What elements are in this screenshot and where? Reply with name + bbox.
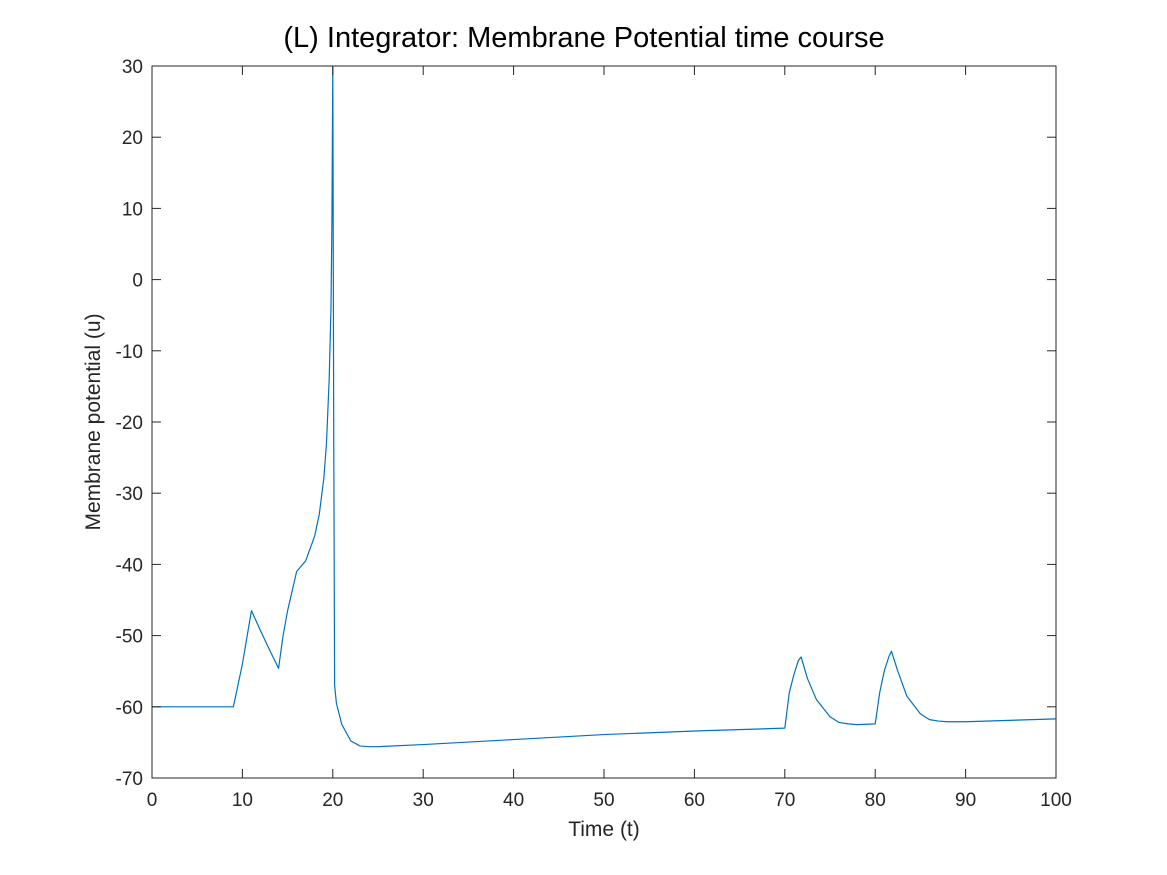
y-tick-label: 10 [122,199,143,220]
x-tick-label: 50 [593,790,614,811]
x-tick-label: 0 [147,790,158,811]
x-tick-label: 90 [955,790,976,811]
y-axis-ticks: -70 -60 -50 -40 -30 -20 -10 0 10 20 30 [116,57,1056,790]
y-tick-label: -70 [116,769,143,790]
y-tick-label: -60 [116,698,143,719]
y-tick-label: -20 [116,413,143,434]
x-tick-label: 10 [232,790,253,811]
y-tick-label: -30 [116,484,143,505]
x-tick-label: 40 [503,790,524,811]
x-tick-label: 30 [413,790,434,811]
y-axis-label: Membrane potential (u) [82,313,105,530]
x-tick-label: 80 [865,790,886,811]
y-tick-label: 30 [122,57,143,78]
x-tick-label: 20 [322,790,343,811]
chart-title: (L) Integrator: Membrane Potential time … [283,22,884,54]
x-tick-label: 70 [774,790,795,811]
x-axis-label: Time (t) [568,818,640,841]
y-tick-label: -10 [116,342,143,363]
x-axis-ticks: 0 10 20 30 40 50 60 70 80 90 100 [147,66,1072,811]
y-tick-label: -40 [116,555,143,576]
x-tick-label: 100 [1040,790,1072,811]
y-tick-label: 0 [132,271,143,292]
y-tick-label: 20 [122,128,143,149]
x-tick-label: 60 [684,790,705,811]
y-tick-label: -50 [116,627,143,648]
series-line-membrane-potential [152,65,1057,748]
